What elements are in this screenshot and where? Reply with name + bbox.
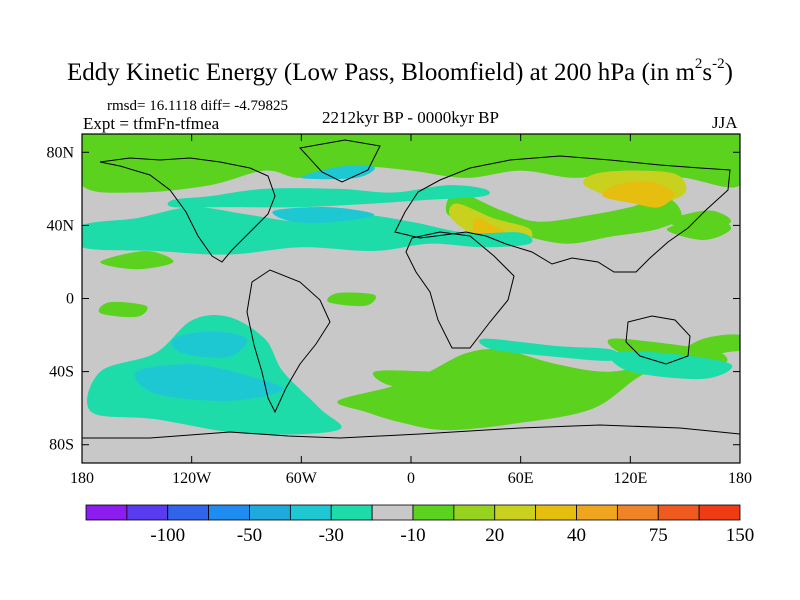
y-tick-label: 40N <box>46 217 74 234</box>
colorbar-labels: -100 -50 -30 -10 20 40 75 150 <box>150 525 754 546</box>
coastlines <box>82 139 740 439</box>
axis-tick-labels: 180 120W 60W 0 60E 120E 180 80N 40N 0 40S 80S <box>46 144 752 487</box>
contour-region <box>666 218 732 240</box>
colorbar-label: 150 <box>726 525 755 546</box>
colorbar-swatch <box>453 504 496 521</box>
coastline-europe-asia <box>394 155 731 273</box>
contour-region <box>82 207 533 255</box>
colorbar-label: -50 <box>237 525 262 546</box>
y-tick-label: 80S <box>49 437 74 454</box>
colorbar-label: -100 <box>150 525 185 546</box>
y-tick-label: 0 <box>66 291 74 308</box>
colorbar-swatch <box>494 504 537 521</box>
map-plot-area <box>82 134 740 463</box>
colorbar-swatch <box>412 504 455 521</box>
colorbar <box>85 504 741 521</box>
x-tick-label: 120E <box>613 470 647 487</box>
contour-region <box>167 185 490 208</box>
energy-contour-fills <box>82 134 740 435</box>
contour-region <box>445 192 682 244</box>
y-tick-label: 40S <box>49 364 74 381</box>
x-tick-label: 60W <box>286 470 318 487</box>
coastline-greenland <box>299 139 381 183</box>
coastline-antarctica <box>82 424 740 439</box>
colorbar-swatch <box>535 504 577 521</box>
coastline-north-america <box>99 157 276 263</box>
contour-region <box>610 351 733 380</box>
colorbar-swatch <box>698 504 741 521</box>
colorbar-label: 40 <box>567 525 586 546</box>
colorbar-swatch <box>657 504 700 521</box>
colorbar-swatch <box>330 504 373 521</box>
experiment-label: Expt = tfmFn-tfmea <box>83 114 220 133</box>
contour-region <box>98 301 148 318</box>
season-label: JJA <box>712 113 738 132</box>
colorbar-swatch <box>167 504 210 521</box>
colorbar-swatch <box>249 504 291 521</box>
axis-ticks <box>81 134 741 463</box>
x-tick-label: 180 <box>70 470 94 487</box>
colorbar-swatch <box>85 504 128 521</box>
y-tick-label: 80N <box>46 144 74 161</box>
contour-region <box>171 331 248 358</box>
colorbar-label: -30 <box>319 525 344 546</box>
colorbar-label: -10 <box>400 525 425 546</box>
contour-region <box>479 338 619 361</box>
colorbar-swatch <box>576 504 618 521</box>
colorbar-label: 75 <box>649 525 668 546</box>
coastline-africa <box>405 231 515 349</box>
x-tick-label: 180 <box>728 470 752 487</box>
x-tick-label: 60E <box>508 470 534 487</box>
colorbar-label: 20 <box>485 525 504 546</box>
colorbar-swatch <box>289 504 332 521</box>
contour-region <box>100 251 174 270</box>
colorbar-swatch <box>208 504 250 521</box>
colorbar-swatch <box>616 504 659 521</box>
contour-region <box>372 370 467 388</box>
coastline-south-america <box>246 269 331 414</box>
contour-region <box>134 364 284 401</box>
x-tick-label: 120W <box>172 470 212 487</box>
x-tick-label: 0 <box>407 470 415 487</box>
colorbar-swatch <box>371 504 414 521</box>
contour-region <box>327 292 376 307</box>
period-label: 2212kyr BP - 0000kyr BP <box>322 108 499 127</box>
plot-title: Eddy Kinetic Energy (Low Pass, Bloomfiel… <box>67 55 733 86</box>
coastline-australia <box>625 315 691 365</box>
contour-region <box>272 206 375 223</box>
stats-text: rmsd= 16.1118 diff= -4.79825 <box>107 98 288 114</box>
colorbar-swatch <box>126 504 169 521</box>
contour-region <box>82 134 740 193</box>
contour-region <box>602 181 675 208</box>
contour-region <box>337 334 740 431</box>
